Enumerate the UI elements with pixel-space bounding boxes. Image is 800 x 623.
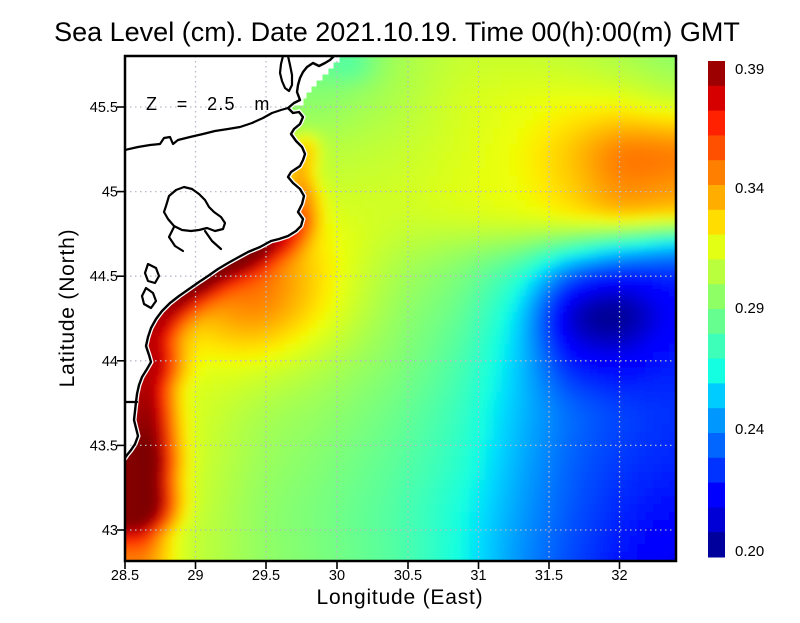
svg-text:Z = 2.5 m: Z = 2.5 m bbox=[146, 94, 271, 114]
svg-text:43: 43 bbox=[102, 523, 118, 539]
svg-text:Sea Level (cm). Date 2021.10.1: Sea Level (cm). Date 2021.10.19. Time 00… bbox=[54, 17, 740, 47]
svg-text:0.20: 0.20 bbox=[735, 543, 764, 560]
svg-text:29: 29 bbox=[187, 568, 203, 584]
svg-text:43.5: 43.5 bbox=[90, 438, 118, 454]
svg-text:32: 32 bbox=[611, 568, 627, 584]
svg-text:30.5: 30.5 bbox=[394, 568, 422, 584]
svg-text:0.39: 0.39 bbox=[735, 61, 764, 78]
svg-text:44: 44 bbox=[102, 354, 118, 370]
svg-text:0.24: 0.24 bbox=[735, 421, 764, 438]
svg-text:31: 31 bbox=[470, 568, 486, 584]
svg-text:0.34: 0.34 bbox=[735, 180, 764, 197]
svg-text:31.5: 31.5 bbox=[535, 568, 563, 584]
svg-text:0.29: 0.29 bbox=[735, 300, 764, 317]
svg-text:28.5: 28.5 bbox=[111, 568, 139, 584]
svg-text:30: 30 bbox=[329, 568, 345, 584]
svg-text:Longitude (East): Longitude (East) bbox=[317, 586, 484, 609]
svg-text:Latitude (North): Latitude (North) bbox=[56, 229, 79, 388]
svg-text:45: 45 bbox=[102, 185, 118, 201]
svg-text:29.5: 29.5 bbox=[252, 568, 280, 584]
svg-text:44.5: 44.5 bbox=[90, 269, 118, 285]
svg-text:45.5: 45.5 bbox=[90, 100, 118, 116]
